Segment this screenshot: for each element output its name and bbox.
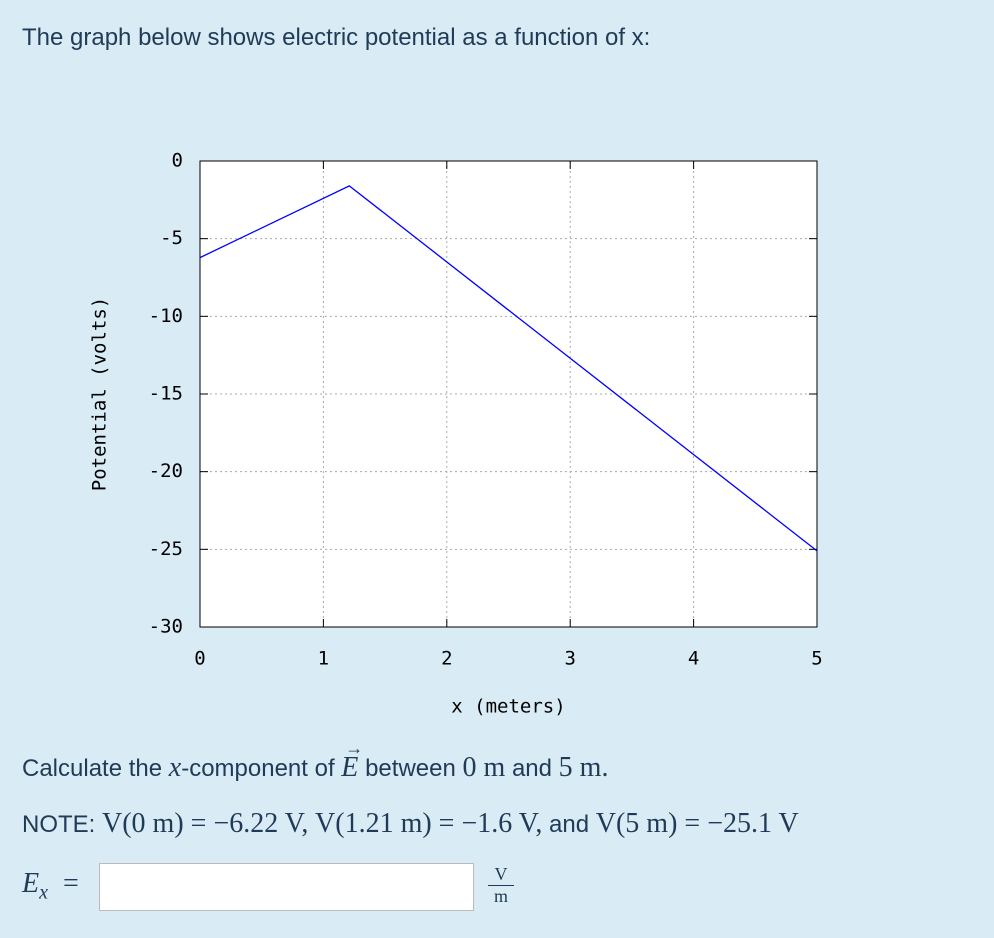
data-line	[199, 185, 818, 552]
text: between	[365, 755, 456, 782]
x-tick-label: 1	[318, 648, 329, 670]
y-tick-label: -25	[149, 538, 183, 560]
text: Calculate the	[22, 755, 163, 782]
x-tick-label: 4	[688, 648, 699, 670]
y-tick-label: -10	[149, 305, 183, 327]
x-tick-label: 5	[811, 648, 822, 670]
y-tick-label: -20	[149, 460, 183, 482]
x-axis-label: x (meters)	[451, 696, 565, 718]
symbol: E	[22, 868, 40, 899]
plot-area	[200, 161, 817, 627]
vector: → E	[341, 738, 364, 783]
x-tick-label: 2	[441, 648, 452, 670]
y-tick-label: -15	[149, 383, 183, 405]
answer-input[interactable]	[99, 863, 474, 911]
note-label: NOTE:	[22, 811, 96, 838]
y-tick-label: 0	[172, 150, 183, 172]
question: Calculate the x-component of → E between …	[22, 738, 609, 784]
unit-denominator: m	[488, 885, 514, 907]
math: E	[341, 752, 359, 783]
y-tick-label: -30	[149, 616, 183, 638]
x-tick-label: 3	[564, 648, 575, 670]
math: 0 m	[462, 752, 506, 783]
x-tick-label: 0	[194, 648, 205, 670]
text: and	[549, 811, 590, 838]
answer-label: Ex =	[22, 868, 79, 905]
math: V(5 m) = −25.1 V	[595, 808, 799, 839]
unit-numerator: V	[494, 864, 508, 884]
note: NOTE: V(0 m) = −6.22 V, V(1.21 m) = −1.6…	[22, 808, 799, 840]
y-tick-label: -5	[160, 227, 183, 249]
chart: 0 -5 -10 -15 -20 -25 -30 0 1 2 3 4 5 x (meters) Potent…	[89, 150, 823, 718]
math: V(1.21 m) = −1.6 V,	[315, 808, 543, 839]
text: -component of	[181, 755, 335, 782]
equals: =	[63, 868, 79, 899]
y-axis-label: Potential (volts)	[89, 297, 111, 491]
page-title: The graph below shows electric potential…	[22, 24, 651, 51]
math: 5 m.	[558, 752, 609, 783]
text: and	[511, 755, 552, 782]
math: x	[168, 752, 182, 783]
plot-border	[199, 160, 818, 628]
math: V(0 m) = −6.22 V,	[102, 808, 309, 839]
unit: V m	[488, 864, 514, 907]
subscript: x	[39, 881, 48, 904]
